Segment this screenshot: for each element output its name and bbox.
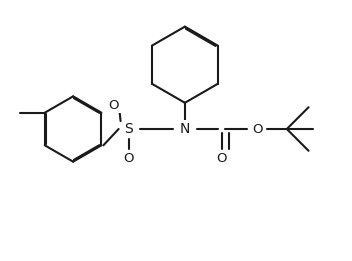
Text: O: O	[123, 152, 134, 165]
Text: O: O	[216, 152, 227, 165]
Text: N: N	[180, 122, 190, 136]
Text: S: S	[124, 122, 133, 136]
Text: O: O	[252, 122, 262, 135]
Text: O: O	[108, 99, 119, 112]
